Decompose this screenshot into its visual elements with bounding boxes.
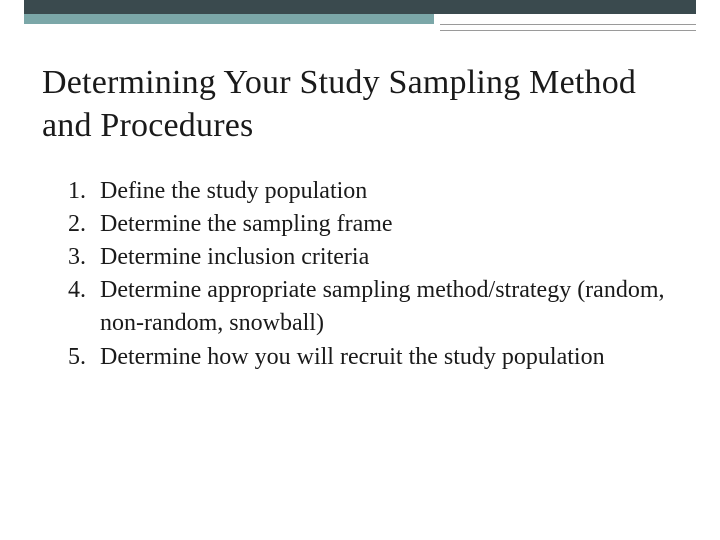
list-number: 5.: [58, 341, 100, 374]
list-text: Determine how you will recruit the study…: [100, 341, 678, 374]
list-item: 5. Determine how you will recruit the st…: [58, 341, 678, 374]
list-text: Determine appropriate sampling method/st…: [100, 274, 678, 340]
slide-title: Determining Your Study Sampling Method a…: [42, 62, 678, 147]
slide-content: Determining Your Study Sampling Method a…: [0, 32, 720, 374]
list-item: 2. Determine the sampling frame: [58, 208, 678, 241]
list-text: Determine inclusion criteria: [100, 241, 678, 274]
list-item: 1. Define the study population: [58, 175, 678, 208]
list-number: 4.: [58, 274, 100, 340]
top-accent-line-2: [440, 30, 696, 31]
top-accent-line-1: [440, 24, 696, 25]
list-text: Determine the sampling frame: [100, 208, 678, 241]
top-bar-teal: [24, 14, 434, 24]
list-number: 1.: [58, 175, 100, 208]
list-number: 3.: [58, 241, 100, 274]
list-item: 3. Determine inclusion criteria: [58, 241, 678, 274]
list-item: 4. Determine appropriate sampling method…: [58, 274, 678, 340]
list-text: Define the study population: [100, 175, 678, 208]
top-bar-dark: [24, 0, 696, 14]
list-number: 2.: [58, 208, 100, 241]
slide-top-border: [0, 0, 720, 32]
numbered-list: 1. Define the study population 2. Determ…: [42, 175, 678, 374]
